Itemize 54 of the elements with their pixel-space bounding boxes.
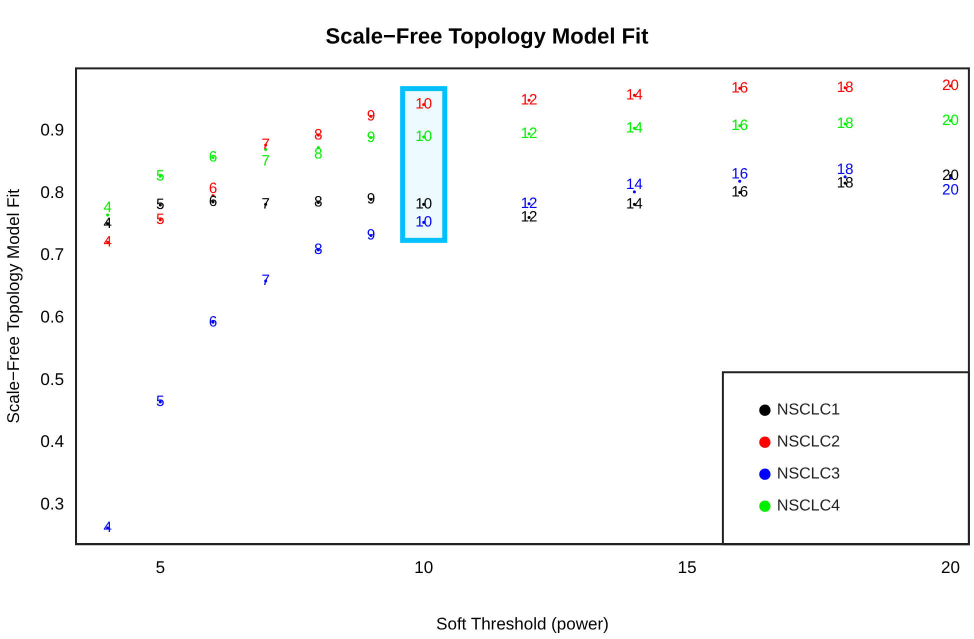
annotation: 5 bbox=[156, 393, 164, 410]
annotation: 16 bbox=[731, 116, 748, 134]
x-tick-label: 10 bbox=[414, 558, 434, 578]
point bbox=[738, 180, 742, 183]
annotation: 14 bbox=[626, 86, 643, 104]
y-tick-label: 0.7 bbox=[40, 245, 64, 264]
annotation: 8 bbox=[314, 241, 323, 258]
annotation: 6 bbox=[208, 148, 218, 166]
annotation: 20 bbox=[942, 112, 959, 129]
legend-label: NSCLC2 bbox=[776, 434, 840, 451]
x-tick-label: 5 bbox=[156, 558, 166, 578]
y-tick-label: 0.4 bbox=[40, 432, 64, 452]
point bbox=[106, 213, 110, 216]
annotation: 16 bbox=[731, 79, 748, 96]
legend-label: NSCLC3 bbox=[776, 466, 840, 483]
annotation: 8 bbox=[314, 146, 323, 163]
legend-label: NSCLC4 bbox=[776, 498, 840, 515]
y-tick-label: 0.3 bbox=[40, 494, 64, 514]
annotation: 14 bbox=[626, 176, 643, 194]
annotation: 12 bbox=[520, 91, 538, 108]
y-tick-label: 0.5 bbox=[40, 370, 64, 389]
annotation: 5 bbox=[156, 211, 164, 228]
annotation: 4 bbox=[103, 199, 112, 216]
annotation: 5 bbox=[156, 167, 164, 184]
annotation: 14 bbox=[626, 195, 643, 212]
x-tick-label: 15 bbox=[678, 558, 697, 578]
y-tick-label: 0.8 bbox=[40, 182, 64, 202]
legend-label: NSCLC1 bbox=[776, 402, 840, 419]
annotation: 8 bbox=[314, 126, 323, 144]
annotation: 7 bbox=[261, 152, 270, 170]
annotation: 12 bbox=[520, 125, 538, 142]
y-axis-title: Scale−Free Topology Model Fit bbox=[4, 188, 23, 424]
annotation: 20 bbox=[942, 166, 959, 184]
annotation: 10 bbox=[415, 195, 432, 212]
chart-title: Scale−Free Topology Model Fit bbox=[326, 23, 650, 48]
x-tick-label: 20 bbox=[941, 558, 960, 578]
annotation: 16 bbox=[731, 165, 748, 182]
x-axis-title: Soft Threshold (power) bbox=[436, 614, 609, 634]
annotation: 6 bbox=[208, 313, 218, 330]
point bbox=[632, 190, 636, 194]
annotation: 5 bbox=[156, 196, 164, 214]
annotation: 18 bbox=[836, 78, 854, 96]
annotation: 20 bbox=[942, 181, 959, 198]
annotation: 8 bbox=[314, 194, 323, 211]
annotation: 10 bbox=[415, 214, 432, 231]
annotation: 14 bbox=[626, 119, 643, 136]
annotation: 18 bbox=[836, 115, 854, 132]
y-tick-label: 0.6 bbox=[40, 308, 64, 327]
annotation: 4 bbox=[103, 214, 112, 232]
annotation: 16 bbox=[731, 184, 748, 201]
annotation: 10 bbox=[415, 96, 432, 113]
y-tick-label: 0.9 bbox=[40, 120, 64, 140]
annotation: 10 bbox=[415, 128, 432, 146]
annotation: 20 bbox=[942, 77, 959, 94]
